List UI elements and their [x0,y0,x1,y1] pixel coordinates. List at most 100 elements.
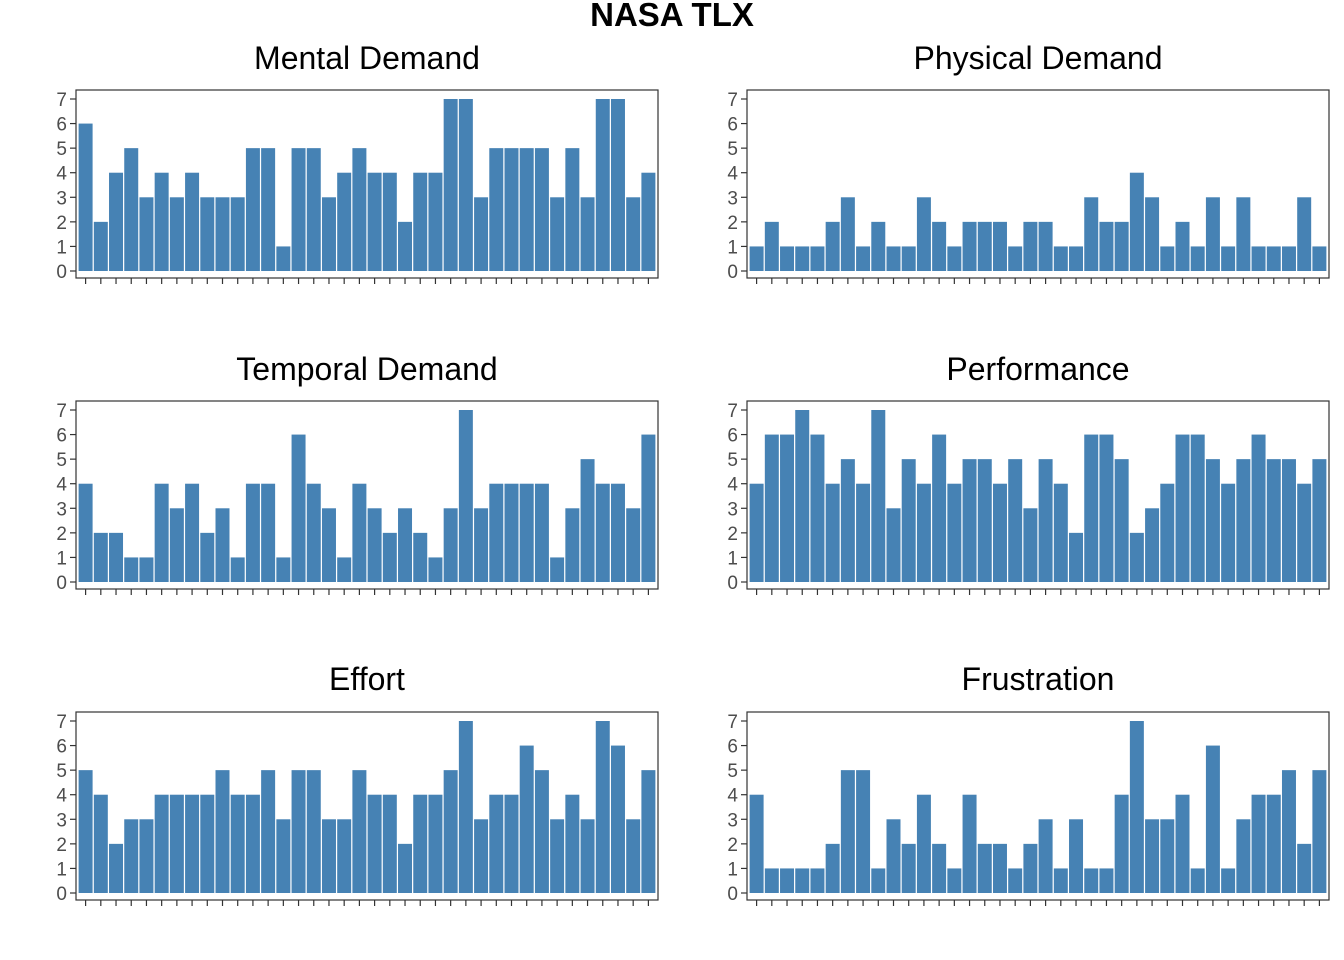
bar [856,246,871,271]
bar [93,221,108,271]
bar [185,483,200,582]
bar [1175,221,1190,271]
y-axis: 0 1 2 3 4 5 6 7 [56,90,76,283]
bar [1145,197,1160,271]
bar [947,868,962,893]
main-title: NASA TLX [590,0,754,33]
bar [580,819,595,893]
bar [764,221,779,271]
bar [428,794,443,893]
bar [1190,246,1205,271]
bar [169,794,184,893]
bar [1129,172,1144,271]
bar [1160,819,1175,893]
bar [825,221,840,271]
bar [901,246,916,271]
bar [443,508,458,582]
bar [1266,794,1281,893]
bar [916,483,931,582]
bar [78,483,93,582]
bar [977,221,992,271]
bar [947,483,962,582]
y-tick-label: 4 [56,164,67,185]
bar [565,794,580,893]
bar [1251,794,1266,893]
bar [169,508,184,582]
bar [1236,819,1251,893]
bar [306,148,321,271]
bar [139,557,154,582]
y-tick-label: 7 [56,712,67,733]
bar [93,532,108,582]
y-tick-label: 2 [727,213,738,234]
x-axis [85,900,649,906]
bar [1038,459,1053,582]
y-tick-label: 5 [56,761,67,782]
bar [215,770,230,893]
x-axis [85,589,649,595]
bar [321,508,336,582]
bar [840,770,855,893]
bar [109,532,124,582]
bar [169,197,184,271]
bar [367,508,382,582]
bar [474,819,489,893]
bar [443,99,458,271]
bar [1266,246,1281,271]
bar [1160,246,1175,271]
y-tick-label: 0 [727,262,738,283]
bar [413,794,428,893]
bar [1069,819,1084,893]
bar [276,246,291,271]
y-tick-label: 2 [727,524,738,545]
bar [1053,246,1068,271]
y-tick-label: 0 [56,262,67,283]
bar [1145,508,1160,582]
bar [261,770,276,893]
bar [641,434,656,582]
bar [124,557,139,582]
panel-mental-demand: Mental Demand 0 1 2 3 4 5 6 7 [56,40,659,284]
bar [916,794,931,893]
bar [550,197,565,271]
bar [932,843,947,893]
bar [840,197,855,271]
bar [871,410,886,582]
bar [398,843,413,893]
bar [337,819,352,893]
bar [215,508,230,582]
y-tick-label: 6 [56,115,67,136]
bar [916,197,931,271]
bar [291,770,306,893]
y-tick-label: 7 [727,401,738,422]
y-tick-label: 3 [727,499,738,520]
x-axis [756,900,1320,906]
bar [810,868,825,893]
panel-border [75,400,659,590]
bar [458,721,473,893]
panel-border [746,89,1330,279]
bar [1236,197,1251,271]
bar [337,172,352,271]
bar [413,172,428,271]
y-tick-label: 1 [727,548,738,569]
bar [1190,434,1205,582]
bar [626,508,641,582]
y-axis: 0 1 2 3 4 5 6 7 [727,712,747,905]
bar [856,770,871,893]
y-tick-label: 3 [56,810,67,831]
bar [1038,819,1053,893]
y-tick-label: 1 [56,237,67,258]
bar [519,148,534,271]
y-tick-label: 4 [727,786,738,807]
bar [185,794,200,893]
y-tick-label: 5 [727,450,738,471]
bar [489,148,504,271]
bar [1008,459,1023,582]
bar [749,794,764,893]
bar [810,434,825,582]
bar [78,770,93,893]
y-tick-label: 4 [56,475,67,496]
bar [595,483,610,582]
